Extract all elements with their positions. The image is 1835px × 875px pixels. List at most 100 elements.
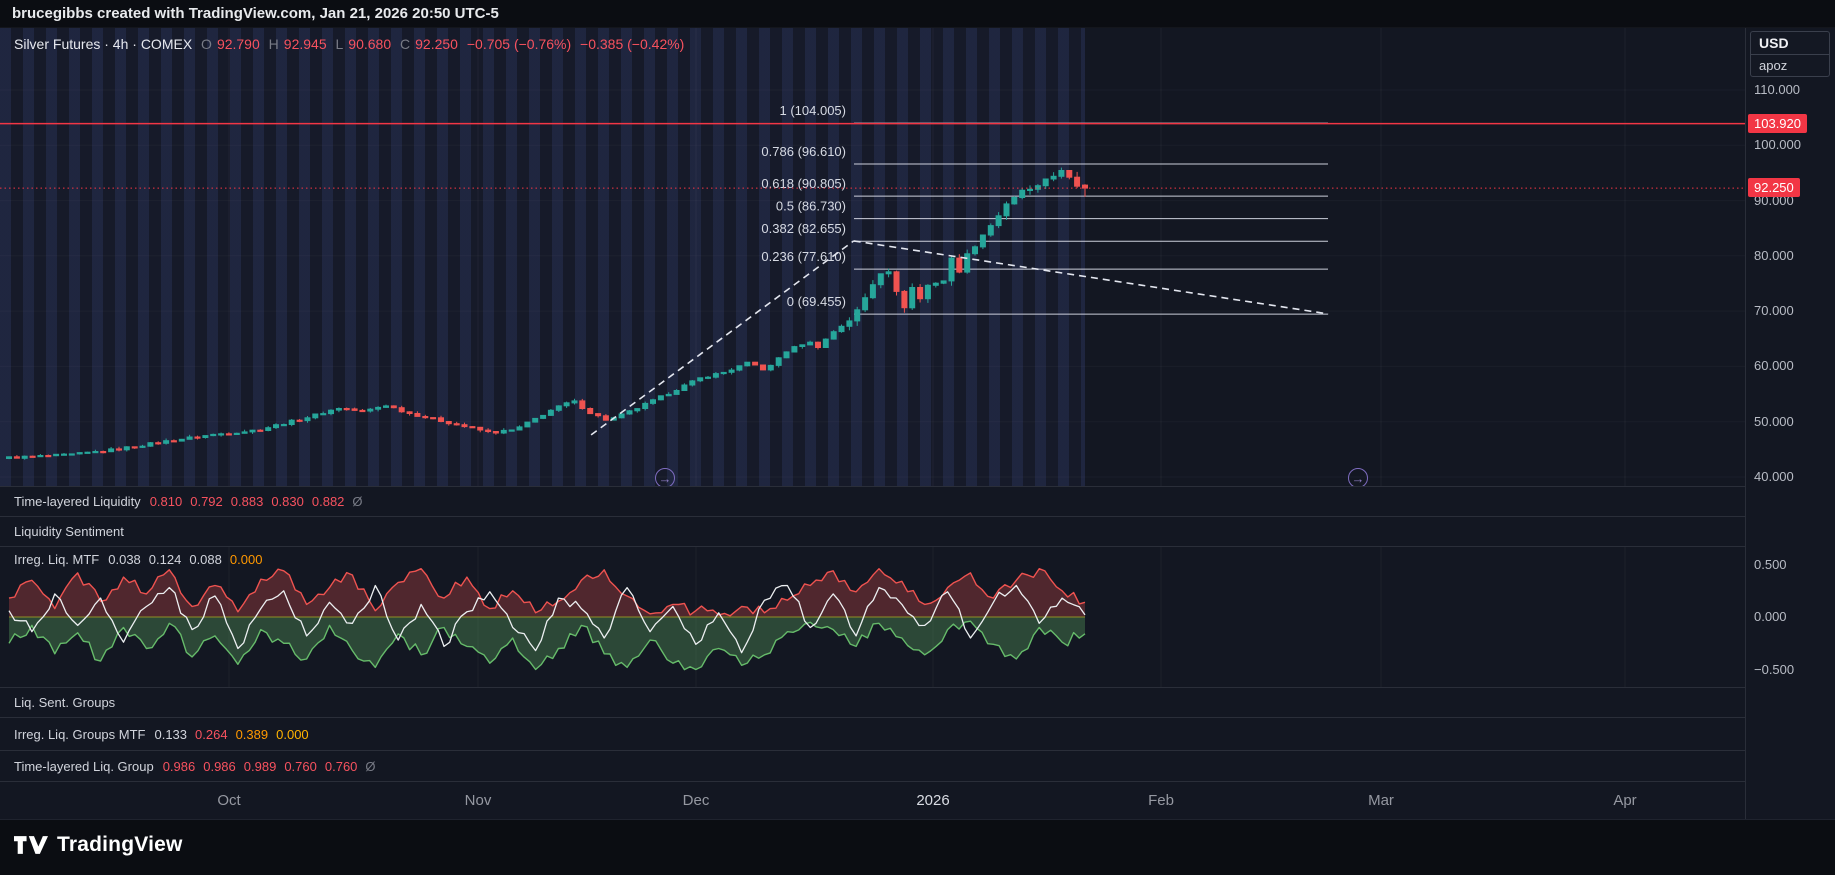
price-axis-badge: 103.920 bbox=[1748, 113, 1807, 133]
indicator-value: 0.000 bbox=[229, 551, 263, 567]
symbol-title[interactable]: Silver Futures · 4h · COMEX bbox=[14, 36, 193, 52]
indicator-value: 0.133 bbox=[154, 726, 188, 742]
time-axis-label: 2026 bbox=[916, 792, 950, 809]
currency-unit-box[interactable]: USD apoz bbox=[1750, 31, 1830, 77]
fib-level-label: 0.382 (82.655) bbox=[761, 221, 846, 236]
price-chart-canvas[interactable]: 1 (104.005) 0.786 (96.610) 0.618 (90.805) 0… bbox=[0, 28, 1745, 486]
symbol-legend[interactable]: Silver Futures · 4h · COMEX O 92.790 H 92.… bbox=[14, 36, 689, 52]
indicator-title[interactable]: Time-layered Liquidity bbox=[14, 494, 141, 509]
oscillator-axis-label: 0.500 bbox=[1754, 556, 1787, 572]
time-axis-label: Feb bbox=[1148, 792, 1174, 809]
price-axis-badge: 92.250 bbox=[1748, 178, 1800, 198]
chart-plot[interactable]: 1 (104.005) 0.786 (96.610) 0.618 (90.805) 0… bbox=[0, 28, 1745, 819]
pane-time-layered-liq-group[interactable]: Time-layered Liq. Group 0.986 0.986 0.98… bbox=[0, 751, 1745, 781]
ohlc-close-label: C bbox=[400, 36, 411, 52]
osc-red-line bbox=[8, 568, 1086, 617]
replay-jump-icon[interactable]: → bbox=[655, 468, 675, 486]
price-axis-label: 110.000 bbox=[1754, 82, 1801, 97]
indicator-suffix: Ø bbox=[352, 494, 363, 509]
indicator-value: 0.760 bbox=[284, 758, 317, 774]
arrow-right-icon: → bbox=[1351, 471, 1365, 486]
osc-white-line bbox=[8, 584, 1086, 654]
ohlc-open-label: O bbox=[201, 36, 212, 52]
oscillator-canvas[interactable] bbox=[0, 547, 1745, 687]
brand-text: TradingView bbox=[57, 833, 183, 856]
trendline-ascending[interactable] bbox=[590, 240, 855, 436]
pane-separator[interactable] bbox=[0, 781, 1835, 782]
indicator-value: 0.882 bbox=[311, 494, 345, 509]
fib-level-label: 0 (69.455) bbox=[787, 294, 846, 309]
price-axis[interactable]: USD apoz 110.000 100.000 90.000 80.000 70.00… bbox=[1745, 28, 1835, 819]
indicator-value: 0.810 bbox=[149, 494, 183, 509]
indicator-value: 0.792 bbox=[190, 494, 223, 509]
pane-irregular-liq-groups-mtf[interactable]: Irreg. Liq. Groups MTF 0.133 0.264 0.389… bbox=[0, 718, 1745, 750]
price-axis-label: 100.000 bbox=[1754, 137, 1801, 153]
attribution-bar: brucegibbs created with TradingView.com,… bbox=[0, 0, 1835, 28]
time-axis-label: Nov bbox=[464, 792, 492, 809]
osc-red-fill bbox=[9, 568, 1085, 617]
oscillator-axis-label: 0.000 bbox=[1754, 609, 1787, 624]
indicator-value: 0.000 bbox=[276, 726, 309, 742]
indicator-value: 0.038 bbox=[108, 551, 141, 567]
ohlc-high-value: 92.945 bbox=[283, 36, 327, 52]
main-price-pane[interactable]: 1 (104.005) 0.786 (96.610) 0.618 (90.805) 0… bbox=[0, 28, 1745, 486]
indicator-title[interactable]: Time-layered Liq. Group bbox=[14, 758, 154, 774]
ohlc-low-value: 90.680 bbox=[348, 36, 392, 52]
time-axis-label: Mar bbox=[1368, 792, 1394, 809]
indicator-value: 0.389 bbox=[235, 726, 269, 742]
time-axis-label: Oct bbox=[217, 792, 241, 809]
indicator-title[interactable]: Liq. Sent. Groups bbox=[14, 695, 116, 710]
session-stripes bbox=[0, 28, 1085, 486]
price-axis-label: 50.000 bbox=[1754, 413, 1794, 429]
replay-jump-icon[interactable]: → bbox=[1348, 468, 1368, 486]
change-percent: −0.385 (−0.42%) bbox=[580, 36, 685, 52]
pane-separator[interactable] bbox=[0, 516, 1835, 517]
fib-level-label: 0.786 (96.610) bbox=[761, 144, 846, 159]
trendline-descending[interactable] bbox=[853, 240, 1329, 315]
indicator-value: 0.989 bbox=[243, 758, 277, 774]
tradingview-logo[interactable]: TradingView bbox=[14, 833, 183, 857]
indicator-title[interactable]: Irreg. Liq. Groups MTF bbox=[14, 726, 146, 742]
pane-liq-sent-groups[interactable]: Liq. Sent. Groups bbox=[0, 688, 1745, 717]
time-axis-label: Apr bbox=[1613, 792, 1637, 809]
indicator-title[interactable]: Liquidity Sentiment bbox=[14, 524, 124, 539]
pane-liquidity-sentiment[interactable]: Liquidity Sentiment bbox=[0, 517, 1745, 546]
indicator-value: 0.883 bbox=[230, 494, 264, 509]
arrow-right-icon: → bbox=[658, 471, 672, 486]
pane-separator[interactable] bbox=[0, 717, 1835, 718]
pane-separator[interactable] bbox=[0, 687, 1835, 688]
price-axis-label: 80.000 bbox=[1754, 247, 1794, 263]
oscillator-axis-label: −0.500 bbox=[1754, 661, 1795, 677]
fib-level-label: 0.618 (90.805) bbox=[761, 176, 846, 191]
footer: TradingView bbox=[0, 819, 1835, 875]
ohlc-high-label: H bbox=[268, 36, 279, 52]
osc-green-line bbox=[8, 620, 1086, 671]
candles-up bbox=[6, 167, 1065, 460]
time-axis-label: Dec bbox=[682, 792, 710, 809]
indicator-title[interactable]: Irreg. Liq. MTF bbox=[14, 551, 100, 567]
pane-time-layered-liquidity[interactable]: Time-layered Liquidity 0.810 0.792 0.883… bbox=[0, 487, 1745, 516]
indicator-suffix: Ø bbox=[365, 758, 376, 774]
osc-green-fill bbox=[9, 617, 1085, 670]
unit-label: apoz bbox=[1759, 58, 1788, 73]
price-axis-label: 60.000 bbox=[1754, 358, 1794, 374]
indicator-value: 0.088 bbox=[189, 551, 222, 567]
indicator-value: 0.124 bbox=[148, 551, 182, 567]
pane-separator[interactable] bbox=[0, 486, 1835, 487]
indicator-value: 0.986 bbox=[162, 758, 196, 774]
indicator-value: 0.830 bbox=[271, 494, 304, 509]
pane-irregular-liquidity-mtf[interactable]: Irreg. Liq. MTF 0.038 0.124 0.088 0.000 bbox=[0, 550, 1745, 568]
ohlc-close-value: 92.250 bbox=[415, 36, 458, 52]
candles-down bbox=[13, 170, 1088, 459]
ohlc-open-value: 92.790 bbox=[216, 36, 260, 52]
fib-level-label: 1 (104.005) bbox=[780, 103, 847, 118]
attribution-text: brucegibbs created with TradingView.com,… bbox=[12, 5, 499, 22]
pane-separator[interactable] bbox=[0, 546, 1835, 547]
pane-separator[interactable] bbox=[0, 750, 1835, 751]
time-axis[interactable]: Oct Nov Dec 2026 Feb Mar Apr bbox=[0, 782, 1745, 819]
price-axis-label: 70.000 bbox=[1754, 303, 1794, 319]
fib-level-label: 0.5 (86.730) bbox=[776, 199, 846, 214]
change-absolute: −0.705 (−0.76%) bbox=[466, 36, 572, 52]
tradingview-mark-icon bbox=[14, 836, 48, 854]
indicator-value: 0.986 bbox=[203, 758, 236, 774]
